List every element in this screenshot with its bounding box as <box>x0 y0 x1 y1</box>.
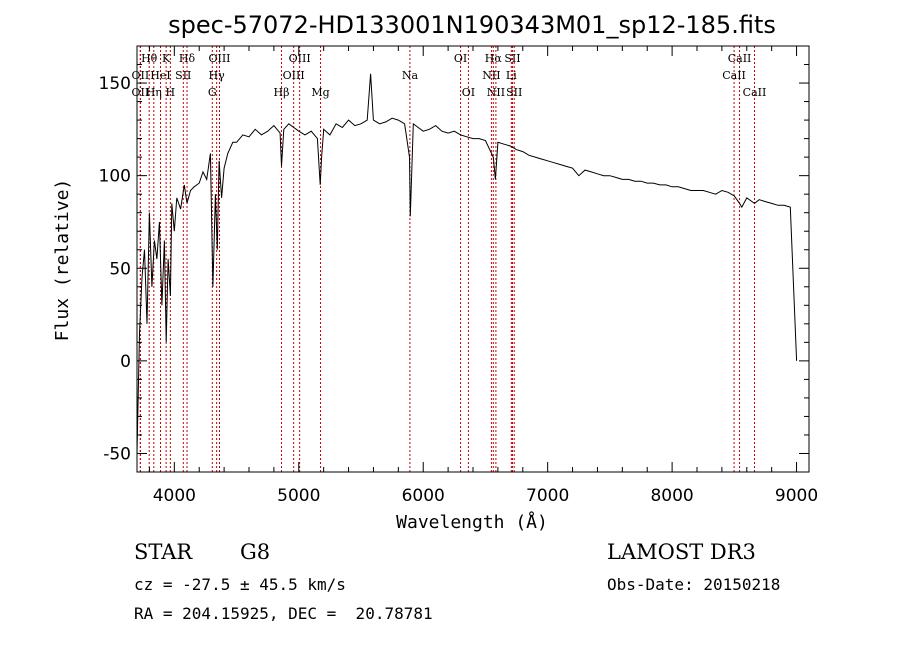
x-tick-label: 4000 <box>153 486 196 506</box>
spectral-line-label: CaII <box>743 86 767 99</box>
spectral-line-label: CaII <box>728 52 752 65</box>
spectral-line-label: CaII <box>722 69 746 82</box>
spectral-line-label: SII <box>506 86 522 99</box>
x-axis-label: Wavelength (Å) <box>396 511 548 533</box>
spectral-line-label: OI <box>462 86 475 99</box>
spectral-line-label: Hθ <box>141 52 158 65</box>
spectral-line-label: OII <box>132 69 150 82</box>
object-subclass: G8 <box>240 540 271 564</box>
spectral-lines <box>139 46 755 472</box>
redshift-text: cz = -27.5 ± 45.5 km/s <box>134 575 346 594</box>
spectral-line-label: NII <box>482 69 500 82</box>
survey-name: LAMOST DR3 <box>607 540 756 564</box>
spectral-line-label: OII <box>132 86 150 99</box>
spectral-line-label: Hβ <box>274 86 290 99</box>
object-class: STAR <box>134 540 193 564</box>
spectral-line-label: Na <box>402 69 419 82</box>
spectral-line-label: OIII <box>289 52 311 65</box>
spectral-line-label: SII <box>175 69 191 82</box>
y-tick-label: -50 <box>103 444 131 464</box>
x-tick-label: 6000 <box>402 486 445 506</box>
y-tick-label: 150 <box>99 74 131 94</box>
flux-series-line <box>136 73 798 454</box>
x-tick-label: 9000 <box>775 486 818 506</box>
spectral-line-label: SII <box>504 52 520 65</box>
obs-date: Obs-Date: 20150218 <box>607 575 781 594</box>
y-axis-label: Flux (relative) <box>52 179 73 342</box>
spectral-line-label: Hα <box>485 52 503 65</box>
spectral-line-label: HeI <box>150 69 170 82</box>
spectral-line-label: Mg <box>311 86 329 99</box>
y-tick-label: 100 <box>99 167 131 187</box>
x-tick-label: 7000 <box>526 486 569 506</box>
chart-title: spec-57072-HD133001N190343M01_sp12-185.f… <box>168 11 776 39</box>
spectrum-plot: spec-57072-HD133001N190343M01_sp12-185.f… <box>52 11 818 533</box>
spectral-line-label: NII <box>487 86 505 99</box>
x-axis: 4000 5000 6000 7000 8000 9000 <box>148 46 818 506</box>
spectral-line-label: H <box>166 86 176 99</box>
y-axis: -50 0 50 100 150 <box>99 45 809 473</box>
y-tick-label: 0 <box>120 352 131 372</box>
spectral-line-label: OIII <box>283 69 305 82</box>
spectral-line-label: G <box>208 86 217 99</box>
y-tick-label: 50 <box>109 259 131 279</box>
spectral-line-label: OI <box>454 52 467 65</box>
x-tick-label: 5000 <box>277 486 320 506</box>
spectral-line-label: Hγ <box>209 69 226 82</box>
plot-frame <box>136 45 810 473</box>
spectral-line-label: Hδ <box>179 52 196 65</box>
coordinates: RA = 204.15925, DEC = 20.78781 <box>134 604 433 623</box>
x-tick-label: 8000 <box>650 486 693 506</box>
spectral-line-label: Hη <box>146 86 162 99</box>
spectral-line-label: Li <box>506 69 517 82</box>
spectral-line-label: K <box>162 52 171 65</box>
spectral-line-label: OIII <box>208 52 230 65</box>
